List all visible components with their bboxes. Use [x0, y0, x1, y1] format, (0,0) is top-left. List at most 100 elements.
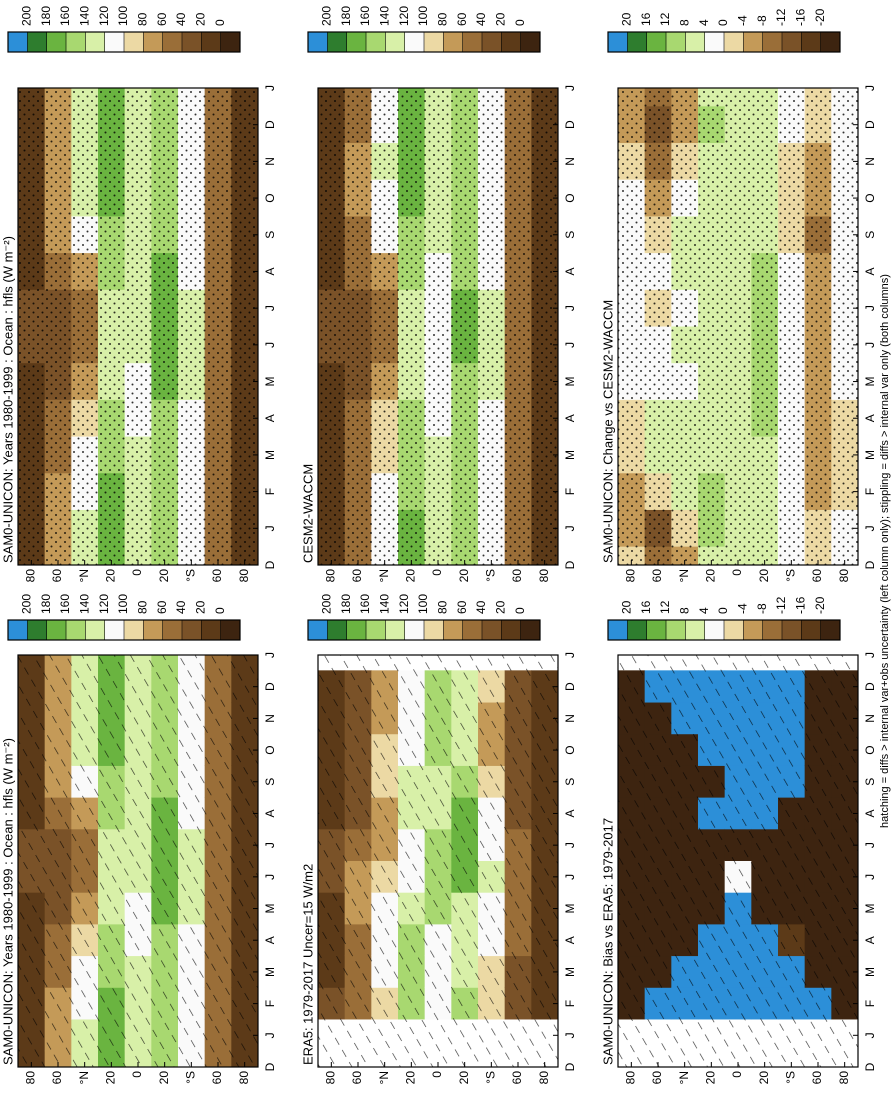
colorbar-label: 80 — [436, 600, 450, 614]
colorbar-label: -20 — [813, 8, 827, 26]
colorbar-swatch — [66, 32, 86, 52]
colorbar-swatch — [424, 32, 444, 52]
stippling — [318, 88, 558, 565]
colorbar-swatch — [782, 32, 802, 52]
colorbar-swatch — [801, 32, 821, 52]
colorbar-swatch — [385, 32, 405, 52]
colorbar-label: 4 — [697, 19, 711, 26]
colorbar-label: 20 — [194, 12, 208, 26]
colorbar-swatch — [66, 620, 86, 640]
colorbar-label: -12 — [774, 8, 788, 26]
colorbar-label: 180 — [39, 6, 53, 26]
y-tick-label: 0 — [730, 1071, 744, 1078]
colorbar-swatch — [308, 32, 328, 52]
y-tick-label: 20 — [104, 1071, 118, 1085]
y-tick-label: °N — [677, 569, 691, 582]
y-tick-label: °N — [377, 1071, 391, 1084]
colorbar-swatch — [8, 620, 28, 640]
x-tick-label: N — [563, 714, 577, 723]
y-tick-label: 20 — [457, 1071, 471, 1085]
y-tick-label: °N — [677, 1071, 691, 1084]
x-tick-label: M — [863, 904, 877, 914]
y-tick-label: 60 — [810, 569, 824, 583]
colorbar-label: -4 — [736, 603, 750, 614]
x-tick-label: F — [563, 488, 577, 495]
colorbar-swatch — [704, 32, 725, 52]
x-tick-label: D — [563, 682, 577, 691]
y-tick-label: 20 — [757, 569, 771, 583]
panel: SAM0-UNICON: Change vs CESM2-WACCM D J F M A M… — [600, 8, 877, 582]
colorbar-label: 12 — [658, 600, 672, 614]
panel-title: SAM0-UNICON: Change vs CESM2-WACCM — [600, 300, 615, 563]
colorbar-swatch — [424, 620, 444, 640]
x-tick-label: O — [263, 193, 277, 202]
colorbar-label: 140 — [378, 594, 392, 614]
colorbar-swatch — [143, 620, 163, 640]
x-tick-label: D — [263, 560, 277, 569]
y-tick-label: °S — [484, 1071, 498, 1084]
colorbar-swatch — [443, 32, 463, 52]
colorbar-swatch — [104, 32, 125, 52]
x-tick-label: J — [863, 842, 877, 848]
y-tick-label: 80 — [237, 1071, 251, 1085]
colorbar-swatch — [124, 620, 144, 640]
x-tick-label: M — [563, 967, 577, 977]
colorbar-swatch — [327, 620, 347, 640]
colorbar-label: 4 — [697, 607, 711, 614]
x-tick-label: S — [263, 778, 277, 786]
colorbar-label: 60 — [155, 600, 169, 614]
x-tick-label: S — [263, 231, 277, 239]
colorbar-label: 80 — [136, 12, 150, 26]
colorbar-swatch — [346, 32, 367, 52]
colorbar-label: -8 — [755, 603, 769, 614]
colorbar-label: 20 — [620, 600, 634, 614]
x-tick-label: J — [563, 842, 577, 848]
colorbar-swatch — [462, 620, 483, 640]
colorbar-label: 120 — [97, 6, 111, 26]
colorbar-label: 80 — [436, 12, 450, 26]
panel-title: SAM0-UNICON: Years 1980-1999 : Ocean : h… — [0, 738, 15, 1065]
colorbar-swatch — [8, 32, 28, 52]
x-tick-label: N — [263, 714, 277, 723]
y-tick-label: 60 — [810, 1071, 824, 1085]
x-tick-label: D — [863, 560, 877, 569]
y-tick-label: °N — [77, 569, 91, 582]
panel-title: CESM2-WACCM — [300, 464, 315, 563]
x-tick-label: D — [863, 120, 877, 129]
colorbar-label: 60 — [455, 600, 469, 614]
colorbar-swatch — [501, 32, 521, 52]
colorbar-swatch — [820, 32, 841, 52]
colorbar-swatch — [46, 32, 67, 52]
hatching — [18, 655, 258, 1067]
colorbar-swatch — [308, 620, 328, 640]
x-tick-label: F — [263, 488, 277, 495]
colorbar-label: 0 — [716, 607, 730, 614]
y-tick-label: 80 — [624, 569, 638, 583]
colorbar-swatch — [346, 620, 367, 640]
colorbar-swatch — [685, 32, 705, 52]
y-tick-label: °N — [77, 1071, 91, 1084]
x-tick-label: D — [863, 682, 877, 691]
colorbar-label: 160 — [58, 6, 72, 26]
x-tick-label: S — [863, 231, 877, 239]
y-tick-label: 20 — [704, 1071, 718, 1085]
colorbar-label: 200 — [320, 6, 334, 26]
x-tick-label: D — [263, 1062, 277, 1071]
x-tick-label: F — [863, 488, 877, 495]
panel-title: SAM0-UNICON: Years 1980-1999 : Ocean : h… — [0, 236, 15, 563]
x-tick-label: M — [563, 450, 577, 460]
colorbar-swatch — [724, 620, 744, 640]
x-tick-label: A — [863, 809, 877, 817]
x-tick-label: J — [563, 85, 577, 91]
colorbar-swatch — [743, 620, 763, 640]
colorbar-swatch — [201, 620, 221, 640]
x-tick-label: A — [263, 936, 277, 944]
y-tick-label: 60 — [350, 1071, 364, 1085]
x-tick-label: A — [863, 267, 877, 275]
colorbar-swatch — [27, 32, 47, 52]
y-tick-label: 60 — [350, 569, 364, 583]
y-tick-label: °N — [377, 569, 391, 582]
y-tick-label: 0 — [730, 569, 744, 576]
